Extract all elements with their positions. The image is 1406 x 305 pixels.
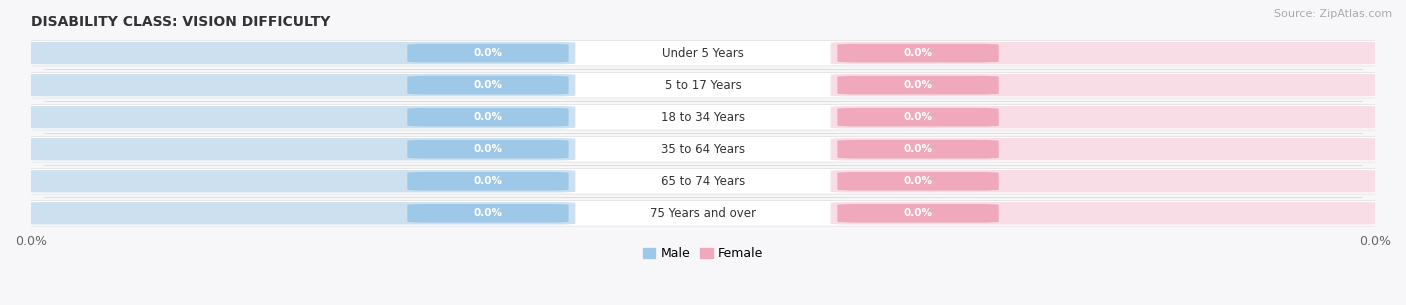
FancyBboxPatch shape <box>831 170 1382 192</box>
Text: 0.0%: 0.0% <box>904 48 932 58</box>
FancyBboxPatch shape <box>11 136 1395 162</box>
FancyBboxPatch shape <box>408 44 568 63</box>
FancyBboxPatch shape <box>838 172 998 191</box>
Text: 0.0%: 0.0% <box>904 208 932 218</box>
FancyBboxPatch shape <box>831 74 1382 96</box>
Text: 5 to 17 Years: 5 to 17 Years <box>665 79 741 92</box>
Text: 0.0%: 0.0% <box>474 80 502 90</box>
Text: 0.0%: 0.0% <box>474 144 502 154</box>
FancyBboxPatch shape <box>11 168 1395 194</box>
FancyBboxPatch shape <box>11 104 1395 130</box>
FancyBboxPatch shape <box>24 42 575 64</box>
FancyBboxPatch shape <box>24 202 575 224</box>
FancyBboxPatch shape <box>24 74 575 96</box>
FancyBboxPatch shape <box>408 108 568 127</box>
FancyBboxPatch shape <box>24 170 575 192</box>
Text: 18 to 34 Years: 18 to 34 Years <box>661 111 745 124</box>
Text: Source: ZipAtlas.com: Source: ZipAtlas.com <box>1274 9 1392 19</box>
FancyBboxPatch shape <box>838 76 998 95</box>
Text: 0.0%: 0.0% <box>474 112 502 122</box>
FancyBboxPatch shape <box>11 200 1395 226</box>
FancyBboxPatch shape <box>408 204 568 223</box>
Text: 0.0%: 0.0% <box>904 176 932 186</box>
FancyBboxPatch shape <box>831 138 1382 160</box>
Text: 0.0%: 0.0% <box>474 48 502 58</box>
Text: 65 to 74 Years: 65 to 74 Years <box>661 175 745 188</box>
FancyBboxPatch shape <box>831 42 1382 64</box>
FancyBboxPatch shape <box>838 44 998 63</box>
Text: 0.0%: 0.0% <box>904 80 932 90</box>
FancyBboxPatch shape <box>838 140 998 159</box>
Text: 0.0%: 0.0% <box>904 112 932 122</box>
Text: 75 Years and over: 75 Years and over <box>650 207 756 220</box>
Text: 0.0%: 0.0% <box>474 176 502 186</box>
FancyBboxPatch shape <box>408 172 568 191</box>
Text: 0.0%: 0.0% <box>904 144 932 154</box>
FancyBboxPatch shape <box>831 106 1382 128</box>
FancyBboxPatch shape <box>11 40 1395 66</box>
FancyBboxPatch shape <box>408 140 568 159</box>
FancyBboxPatch shape <box>11 72 1395 98</box>
Text: DISABILITY CLASS: VISION DIFFICULTY: DISABILITY CLASS: VISION DIFFICULTY <box>31 15 330 29</box>
Legend: Male, Female: Male, Female <box>638 242 768 265</box>
FancyBboxPatch shape <box>838 204 998 223</box>
Text: 0.0%: 0.0% <box>474 208 502 218</box>
FancyBboxPatch shape <box>24 106 575 128</box>
FancyBboxPatch shape <box>408 76 568 95</box>
FancyBboxPatch shape <box>24 138 575 160</box>
Text: 35 to 64 Years: 35 to 64 Years <box>661 143 745 156</box>
FancyBboxPatch shape <box>838 108 998 127</box>
FancyBboxPatch shape <box>831 202 1382 224</box>
Text: Under 5 Years: Under 5 Years <box>662 47 744 60</box>
